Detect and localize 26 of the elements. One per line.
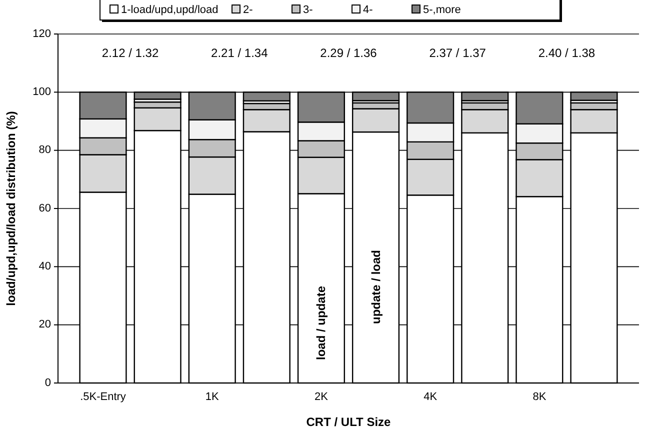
legend-label: 5-,more xyxy=(423,4,461,16)
annotation: 2.12 / 1.32 xyxy=(102,46,159,60)
legend-label: 3- xyxy=(303,4,314,16)
annotation: 2.37 / 1.37 xyxy=(429,46,486,60)
y-tick-label: 40 xyxy=(38,260,51,273)
x-tick-label: .5K-Entry xyxy=(80,391,126,403)
annotation: update / load xyxy=(368,250,383,324)
annotation: 2.21 / 1.34 xyxy=(211,46,268,60)
y-axis-title: load/upd,upd/load distribution (%) xyxy=(4,111,18,306)
x-axis-title: CRT / ULT Size xyxy=(306,415,392,429)
x-tick-label: 4K xyxy=(424,391,438,403)
legend-label: 4- xyxy=(363,4,374,16)
x-tick-label: 8K xyxy=(532,391,547,403)
legend-label: 2- xyxy=(243,4,254,16)
legend-label: 1-load/upd,upd/load xyxy=(121,4,218,16)
annotation: 2.40 / 1.38 xyxy=(538,46,596,60)
annotation: load / update xyxy=(314,286,328,360)
y-tick-label: 20 xyxy=(38,318,51,331)
y-tick-label: 0 xyxy=(44,376,51,389)
y-tick-label: 80 xyxy=(38,144,51,156)
annotation: 2.29 / 1.36 xyxy=(320,46,378,60)
x-tick-label: 1K xyxy=(205,391,220,403)
x-tick-label: 2K xyxy=(314,391,329,403)
y-tick-label: 120 xyxy=(32,28,51,40)
y-tick-label: 60 xyxy=(38,202,51,214)
y-tick-label: 100 xyxy=(32,86,51,98)
